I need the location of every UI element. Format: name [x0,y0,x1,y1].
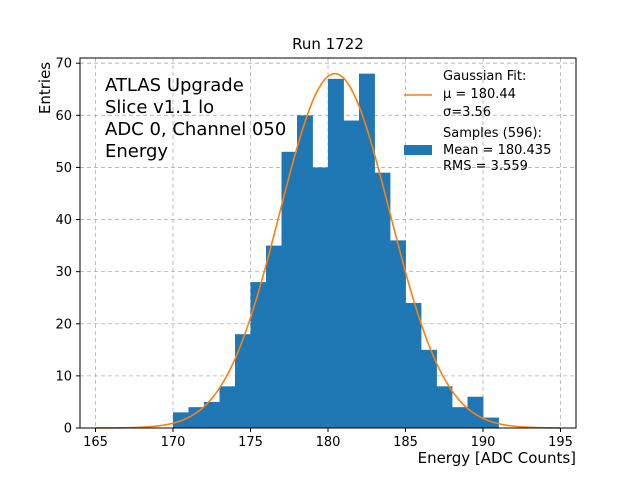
histogram-bar [219,386,236,428]
x-axis-label: Energy [ADC Counts] [418,449,576,467]
info-line-channel: ADC 0, Channel 050 [105,119,286,140]
y-tick-label: 0 [64,422,72,437]
histogram-bar [359,73,375,429]
gaussian-fit-curve [95,72,561,429]
histogram-bar [390,240,406,428]
x-tick-label: 175 [238,435,263,450]
y-tick-label: 20 [55,317,72,332]
x-tick-label: 170 [161,435,186,450]
x-tick-label: 185 [393,435,418,450]
legend-fit-title: Gaussian Fit: [443,69,526,84]
axis-ticks: 165 170 175 180 185 190 195 0 10 20 30 40 50 60 70 [55,57,572,450]
histogram-bar [343,120,360,428]
legend-samples-swatch [404,145,432,155]
x-tick-label: 190 [471,435,496,450]
legend-samples-title: Samples (596): [443,126,542,141]
histogram-bar [328,78,344,429]
histogram-bar [250,282,267,428]
x-tick-label: 195 [548,435,573,450]
y-axis-label: Entries [36,62,54,114]
info-line-quantity: Energy [105,141,168,162]
histogram-bar [436,386,453,428]
histogram-bar [483,417,499,428]
histogram-bars [173,73,499,429]
info-line-slice: Slice v1.1 lo [105,97,214,118]
y-tick-label: 70 [55,57,72,72]
legend: Gaussian Fit: μ = 180.44 σ=3.56 Samples … [404,69,551,174]
y-tick-label: 10 [55,369,72,384]
histogram-bar [266,245,282,428]
legend-fit-sigma: σ=3.56 [443,105,491,120]
y-tick-label: 50 [55,161,72,176]
histogram-bar [421,349,437,428]
histogram-bar [467,396,484,428]
y-tick-label: 40 [55,213,72,228]
y-tick-label: 60 [55,109,72,124]
info-box: ATLAS Upgrade Slice v1.1 lo ADC 0, Chann… [105,75,286,162]
histogram-bar [405,302,422,428]
histogram-bar [374,172,391,428]
histogram-bar [188,407,205,428]
chart-title: Run 1722 [292,35,364,53]
histogram-bar [204,401,220,428]
fit-curve-group [95,72,561,429]
histogram-bar [297,115,313,428]
x-tick-label: 180 [316,435,341,450]
legend-samples-mean: Mean = 180.435 [443,143,551,158]
histogram-bar [452,407,468,428]
histogram-bar [281,151,298,429]
histogram-bar [312,167,329,428]
histogram-bar [235,334,251,428]
info-line-experiment: ATLAS Upgrade [105,75,244,96]
legend-samples-rms: RMS = 3.559 [443,159,528,174]
x-tick-label: 165 [83,435,108,450]
y-tick-label: 30 [55,265,72,280]
legend-fit-mu: μ = 180.44 [443,87,516,102]
